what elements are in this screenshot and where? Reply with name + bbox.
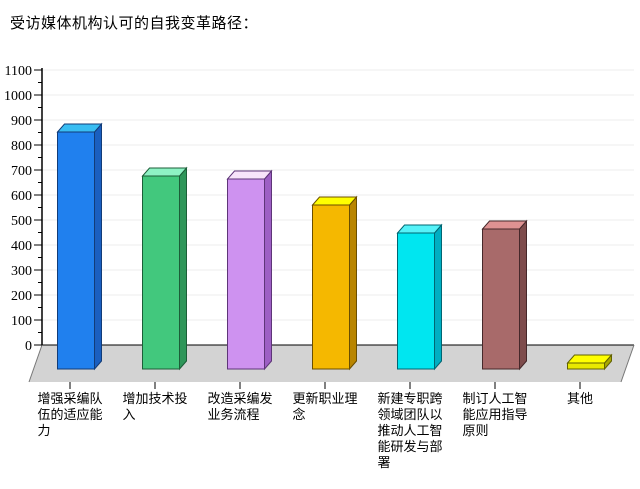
bar-green [141, 166, 188, 371]
y-tick-label: 1100 [5, 64, 32, 79]
bar-side-face [434, 223, 442, 371]
bar-brown [481, 219, 528, 371]
bar-orange [311, 195, 358, 371]
bar-front-face [312, 204, 350, 370]
y-tick-label: 700 [11, 164, 32, 179]
bar-violet [226, 169, 273, 371]
bar-top-face [226, 170, 273, 180]
category-label: 增加技术投 入 [122, 391, 188, 422]
bar-front-face [482, 228, 520, 370]
category-label: 改造采编发 业务流程 [207, 391, 273, 422]
y-tick-label: 500 [11, 214, 32, 229]
category-label: 更新职业理 念 [292, 391, 358, 422]
bar-blue [56, 122, 103, 371]
bar-top-face [141, 167, 188, 177]
category-label: 其他 [566, 391, 594, 406]
bar-side-face [349, 195, 357, 371]
bar-front-face [227, 178, 265, 370]
bar-front-face [142, 175, 180, 370]
bar-side-face [94, 122, 102, 371]
y-tick-label: 1000 [4, 89, 32, 104]
bar-side-face [519, 219, 527, 371]
bar-top-face [396, 224, 443, 234]
category-label: 增强采编队 伍的适应能 力 [37, 391, 103, 438]
floor-right-edge [620, 344, 635, 383]
bar-top-face [56, 123, 103, 133]
category-label: 新建专职跨 领域团队以 推动人工智 能研发与部 署 [377, 391, 443, 470]
bar-side-face [179, 166, 187, 371]
y-tick-label: 400 [11, 239, 32, 254]
y-tick-label: 100 [11, 314, 32, 329]
bar-front-face [567, 362, 605, 370]
bar-side-face [264, 169, 272, 371]
bar-top-face [311, 196, 358, 206]
y-tick-label: 200 [11, 289, 32, 304]
bar-front-face [57, 131, 95, 370]
bar-top-face [481, 220, 528, 230]
category-label: 制订人工智 能应用指导 原则 [462, 391, 528, 438]
bar-front-face [397, 232, 435, 370]
floor-left-edge [28, 344, 43, 383]
y-tick-label: 0 [25, 339, 32, 354]
y-tick-label: 600 [11, 189, 32, 204]
chart-title: 受访媒体机构认可的自我变革路径： [10, 16, 259, 32]
bar-top-face [566, 354, 613, 364]
y-tick-label: 800 [11, 139, 32, 154]
bar-yellow [566, 353, 613, 371]
y-tick-label: 300 [11, 264, 32, 279]
bar-cyan [396, 223, 443, 371]
y-tick-label: 900 [11, 114, 32, 129]
